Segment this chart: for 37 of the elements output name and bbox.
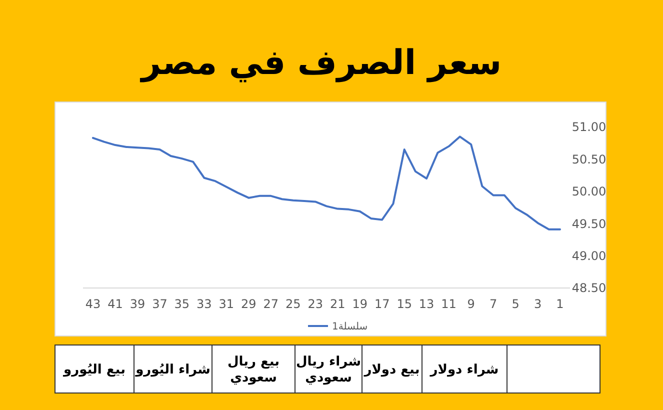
- x-tick-label: 39: [130, 297, 146, 312]
- legend-label: سلسلة1: [332, 322, 368, 332]
- x-tick-label: 37: [152, 297, 168, 312]
- line-series: [92, 136, 561, 230]
- x-tick-label: 43: [85, 297, 101, 312]
- x-tick-label: 11: [441, 297, 456, 312]
- x-tick-label: 1: [556, 297, 564, 312]
- x-tick-label: 41: [108, 297, 123, 312]
- x-tick-label: 5: [512, 297, 520, 312]
- text: بيع دولار: [363, 362, 420, 378]
- y-tick-label: 50.00: [572, 184, 606, 199]
- x-tick-label: 25: [286, 297, 301, 312]
- x-tick-label: 19: [352, 297, 368, 312]
- x-tick-label: 21: [330, 297, 346, 312]
- x-tick-label: 23: [308, 297, 324, 312]
- x-tick-label: 15: [396, 297, 412, 312]
- y-tick-label: 50.50: [572, 152, 606, 166]
- x-tick-label: 31: [218, 297, 234, 312]
- text: شراء دولار: [429, 362, 499, 378]
- x-tick-label: 17: [374, 297, 390, 312]
- x-tick-label: 29: [241, 297, 256, 312]
- x-tick-label: 33: [196, 297, 212, 312]
- y-tick-label: 51.00: [572, 120, 606, 134]
- y-tick-label: 49.00: [572, 249, 606, 263]
- text: بيع ريال سعودي: [227, 354, 280, 386]
- x-tick-label: 9: [467, 297, 475, 312]
- x-tick-label: 27: [263, 297, 279, 312]
- x-tick-label: 3: [534, 297, 542, 312]
- text: شراء ريال سعودي: [296, 354, 362, 386]
- chart-title: سعر الصرف في مصر: [139, 43, 502, 83]
- y-tick-label: 48.50: [572, 281, 606, 296]
- y-tick-label: 49.50: [572, 216, 606, 231]
- text: شراء اليُورو: [134, 362, 210, 378]
- text: بيع اليُورو: [62, 362, 126, 378]
- x-tick-label: 7: [489, 297, 498, 312]
- x-tick-label: 35: [174, 297, 190, 312]
- x-tick-label: 13: [418, 297, 434, 312]
